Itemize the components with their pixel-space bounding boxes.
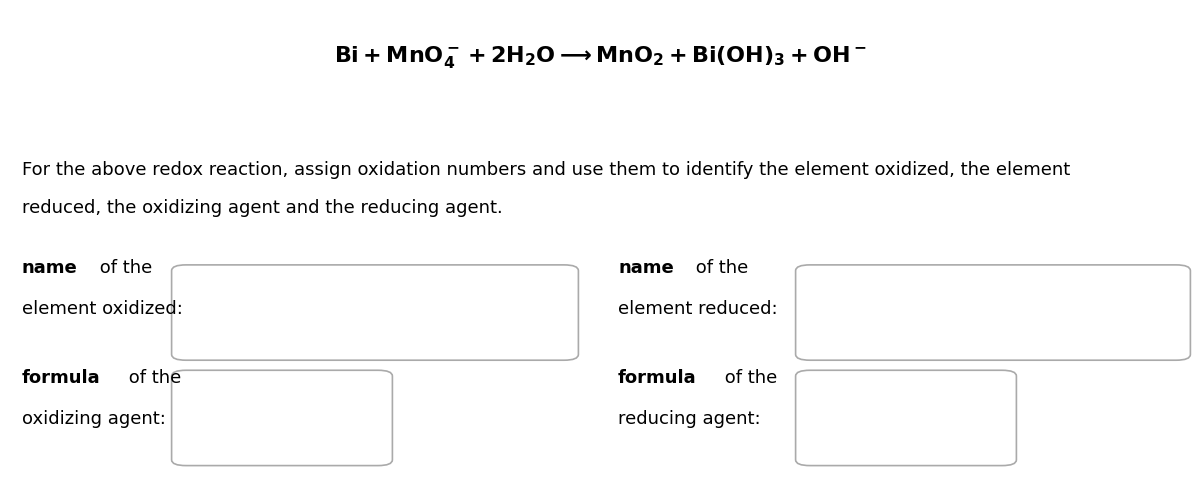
Text: element reduced:: element reduced: [618, 300, 778, 318]
Text: element oxidized:: element oxidized: [22, 300, 182, 318]
Text: name: name [22, 259, 77, 277]
Text: of the: of the [124, 369, 181, 388]
Text: formula: formula [618, 369, 697, 388]
Text: reducing agent:: reducing agent: [618, 410, 761, 428]
Text: of the: of the [94, 259, 151, 277]
FancyBboxPatch shape [796, 265, 1190, 360]
FancyBboxPatch shape [172, 370, 392, 466]
Text: name: name [618, 259, 673, 277]
Text: reduced, the oxidizing agent and the reducing agent.: reduced, the oxidizing agent and the red… [22, 199, 503, 217]
FancyBboxPatch shape [172, 265, 578, 360]
Text: $\mathbf{Bi + MnO_4^- + 2H_2O \longrightarrow MnO_2 + Bi(OH)_3 + OH^-}$: $\mathbf{Bi + MnO_4^- + 2H_2O \longright… [334, 45, 866, 70]
Text: formula: formula [22, 369, 101, 388]
FancyBboxPatch shape [796, 370, 1016, 466]
Text: of the: of the [690, 259, 748, 277]
Text: For the above redox reaction, assign oxidation numbers and use them to identify : For the above redox reaction, assign oxi… [22, 161, 1070, 179]
Text: oxidizing agent:: oxidizing agent: [22, 410, 166, 428]
Text: of the: of the [720, 369, 778, 388]
